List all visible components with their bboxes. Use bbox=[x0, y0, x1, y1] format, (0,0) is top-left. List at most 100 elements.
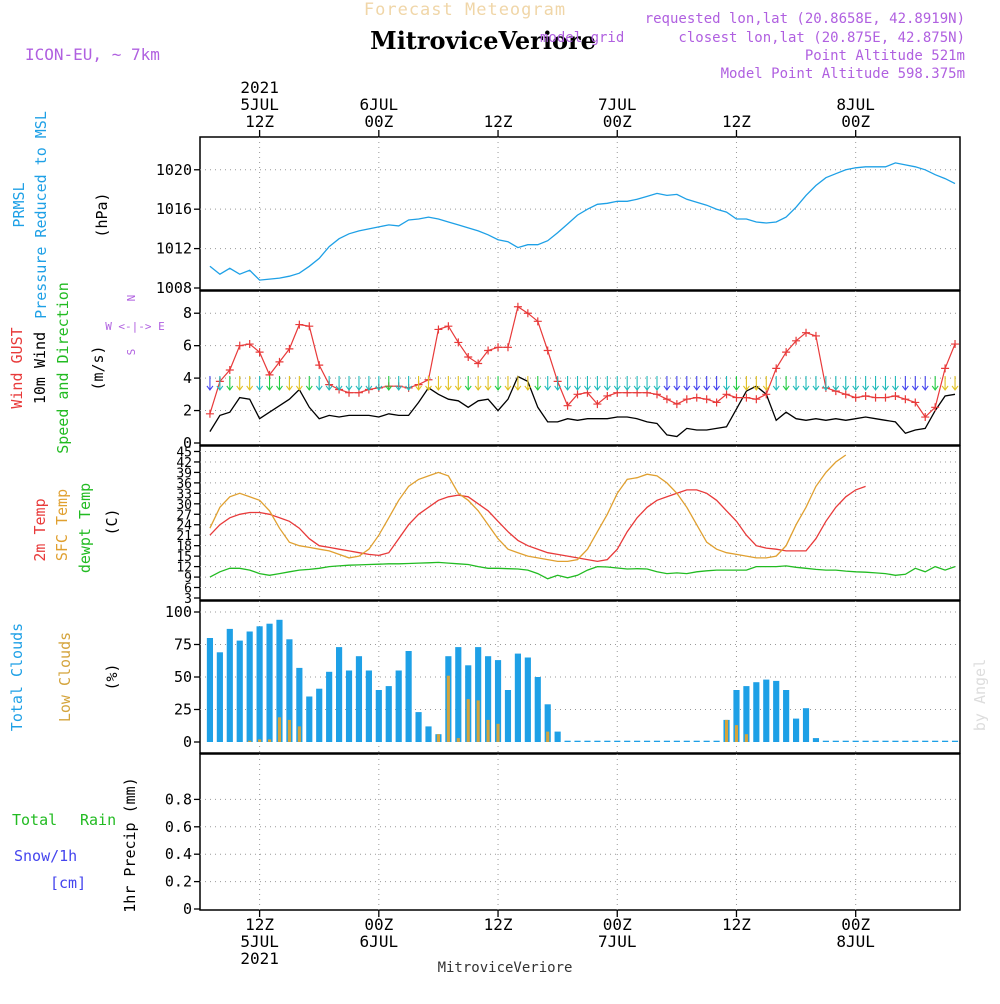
bottom-station: MitroviceVeriore bbox=[438, 960, 573, 976]
wind-arrow bbox=[603, 375, 611, 391]
time-label-hour: 12Z bbox=[245, 915, 274, 934]
total-cloud-bar bbox=[902, 740, 909, 742]
wind-arrow-head bbox=[733, 385, 740, 391]
total-cloud-bar bbox=[753, 682, 760, 742]
total-cloud-bar bbox=[266, 623, 273, 742]
gust-marker bbox=[891, 391, 900, 400]
total-cloud-bar bbox=[345, 670, 353, 742]
precip-legend-cm: [cm] bbox=[50, 874, 86, 892]
wind-ylabels: Wind GUST 10m Wind Speed and Direction (… bbox=[8, 282, 165, 454]
wind-arrow bbox=[653, 375, 661, 391]
ytick-label-wind: 8 bbox=[183, 304, 192, 322]
total-cloud-bar bbox=[683, 740, 690, 742]
wind-arrow-head bbox=[464, 385, 472, 391]
wind-arrow bbox=[852, 375, 860, 391]
total-cloud-bar bbox=[276, 619, 283, 742]
gust-marker bbox=[941, 364, 950, 373]
wind-arrow-head bbox=[574, 385, 581, 391]
total-cloud-bar bbox=[783, 690, 790, 742]
total-cloud-bar bbox=[832, 740, 839, 742]
gust-marker bbox=[474, 359, 483, 368]
wind-arrow-head bbox=[822, 385, 830, 391]
ytick-label-temperature: 42 bbox=[176, 456, 192, 471]
time-label-hour: 12Z bbox=[484, 915, 513, 934]
wind-arrow bbox=[643, 375, 651, 391]
wind-arrow-head bbox=[921, 385, 929, 391]
wind-arrow-head bbox=[285, 385, 293, 391]
gust-marker bbox=[762, 390, 771, 399]
wind-arrow bbox=[365, 375, 373, 391]
wind-arrow-head bbox=[842, 385, 850, 391]
temp-label-unit: (C) bbox=[103, 508, 121, 535]
wind-arrow bbox=[415, 375, 423, 391]
wind-arrow-head bbox=[723, 385, 730, 391]
ytick-label-wind: 2 bbox=[183, 402, 192, 420]
gust-marker bbox=[752, 395, 761, 404]
total-cloud-bar bbox=[634, 740, 641, 742]
wind-arrow bbox=[494, 375, 502, 391]
wind-arrow bbox=[663, 375, 671, 391]
wind-arrow-head bbox=[941, 385, 949, 391]
temp-label-2m: 2m Temp bbox=[31, 498, 49, 561]
wind-arrow bbox=[236, 375, 244, 391]
total-cloud-bar bbox=[475, 647, 482, 742]
time-label-hour: 12Z bbox=[722, 915, 751, 934]
wind-arrow-head bbox=[901, 385, 909, 391]
closest-prefix: model grid bbox=[540, 30, 624, 46]
low-cloud-bar bbox=[277, 717, 282, 742]
wind-arrow bbox=[901, 375, 909, 391]
compass-we: W <-|-> E bbox=[105, 320, 165, 333]
wind-arrow bbox=[613, 375, 621, 391]
low-cloud-bar bbox=[456, 738, 460, 742]
wind-arrow bbox=[474, 375, 482, 391]
time-label-date: 5JUL bbox=[240, 95, 279, 114]
wind-arrow bbox=[723, 375, 730, 391]
gust-marker bbox=[225, 366, 234, 374]
gust-marker bbox=[871, 393, 880, 402]
wind-arrow-head bbox=[593, 385, 601, 391]
gust-marker bbox=[662, 395, 671, 404]
total-cloud-bar bbox=[554, 731, 561, 742]
wind-arrow-head bbox=[434, 385, 442, 391]
gust-marker bbox=[712, 398, 721, 407]
wind-arrow bbox=[395, 375, 403, 391]
pressure-label-prmsl: PRMSL bbox=[10, 182, 28, 227]
time-label-date: 7JUL bbox=[598, 932, 637, 951]
ytick-label-precipitation: 0.6 bbox=[165, 818, 192, 836]
wind-arrow-head bbox=[484, 385, 492, 391]
wind-arrow-head bbox=[673, 385, 681, 391]
wind-arrow-head bbox=[772, 385, 780, 391]
gust-marker bbox=[732, 393, 741, 402]
model-name: ICON-EU, ~ 7km bbox=[25, 45, 160, 64]
ytick-label-temperature: 18 bbox=[176, 540, 192, 555]
pressure-ylabels: PRMSL Pressure Reduced to MSL (hPa) bbox=[10, 111, 111, 319]
total-cloud-bar bbox=[653, 740, 661, 742]
station-title: MitroviceVeriore bbox=[370, 26, 596, 55]
gust-line bbox=[209, 305, 956, 418]
compass-n: N bbox=[125, 295, 138, 302]
wind-arrow bbox=[385, 375, 393, 391]
precip-legend-snow: Snow/1h bbox=[14, 847, 77, 865]
gust-marker bbox=[464, 353, 473, 362]
total-cloud-bar bbox=[842, 740, 849, 742]
time-label-date: 7JUL bbox=[598, 95, 637, 114]
wind-arrow-head bbox=[514, 385, 522, 391]
wind-arrow bbox=[295, 375, 303, 391]
wind-arrow bbox=[554, 375, 562, 391]
wind-arrow bbox=[524, 375, 532, 391]
low-cloud-bar bbox=[248, 740, 252, 742]
gust-marker bbox=[931, 403, 940, 412]
wind-arrow-head bbox=[256, 385, 264, 391]
wind-arrow bbox=[405, 375, 413, 391]
wind-arrow-head bbox=[792, 385, 800, 391]
total-cloud-bar bbox=[425, 726, 432, 742]
total-cloud-bar bbox=[485, 656, 492, 742]
wind-arrow bbox=[693, 375, 701, 391]
ytick-label-wind: 0 bbox=[183, 434, 192, 452]
wind-arrow-head bbox=[643, 385, 651, 391]
total-cloud-bar bbox=[594, 740, 601, 742]
time-label-hour: 00Z bbox=[603, 112, 632, 131]
wind-arrow bbox=[921, 375, 929, 391]
wind-arrow bbox=[802, 375, 810, 391]
